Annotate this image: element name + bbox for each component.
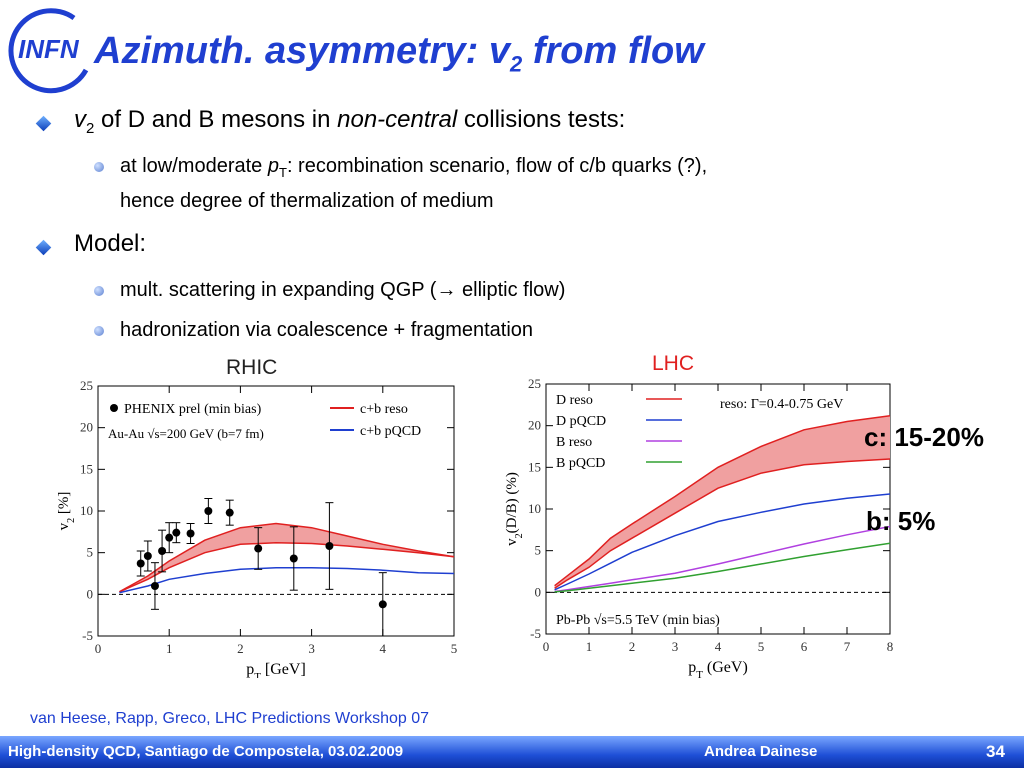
y-tick-label: 10 — [80, 503, 93, 518]
data-point — [325, 542, 334, 550]
legend-data-marker — [110, 404, 118, 412]
data-point — [186, 529, 195, 538]
infn-logo: INFN — [4, 6, 96, 94]
x-tick-label: 1 — [586, 639, 593, 654]
y-tick-label: 15 — [528, 459, 541, 474]
lhc-d-pqcd-line — [554, 493, 891, 591]
lhc-d-reso-band-upper — [554, 414, 891, 587]
x-tick-label: 0 — [543, 639, 550, 654]
y-tick-label: 5 — [535, 543, 542, 558]
lhc-b-reso-line — [554, 525, 891, 593]
x-tick-label: 7 — [844, 639, 851, 654]
x-tick-label: 2 — [237, 641, 244, 656]
page-number: 34 — [986, 742, 1005, 761]
y-axis-label: v2 [%] — [56, 492, 77, 531]
data-point — [254, 544, 263, 553]
y-tick-label: 20 — [528, 418, 541, 433]
data-point — [136, 559, 145, 568]
data-point — [165, 533, 174, 542]
legend-system-label: Au-Au √s=200 GeV (b=7 fm) — [108, 426, 264, 441]
x-tick-label: 0 — [95, 641, 102, 656]
y-tick-label: 5 — [87, 545, 94, 560]
slide-title: Azimuth. asymmetry: v2 from flow — [94, 30, 704, 77]
rhic-reso-band-fill — [119, 523, 455, 592]
y-tick-label: 15 — [80, 461, 93, 476]
x-axis-label: pT (GeV) — [688, 659, 748, 681]
footer-author: Andrea Dainese — [704, 743, 818, 760]
legend-system-label: Pb-Pb √s=5.5 TeV (min bias) — [556, 613, 720, 628]
y-tick-label: 20 — [80, 420, 93, 435]
c-annotation: c: 15-20% — [864, 422, 984, 452]
arrow-right-icon: → — [436, 279, 457, 301]
legend-label: D pQCD — [556, 414, 606, 429]
x-tick-label: 3 — [672, 639, 679, 654]
legend-data-label: PHENIX prel (min bias) — [124, 402, 262, 417]
y-tick-label: 0 — [535, 584, 542, 599]
lhc-d-reso-band-fill — [554, 415, 890, 589]
x-tick-label: 5 — [758, 639, 765, 654]
data-point — [204, 507, 213, 515]
legend-label: B pQCD — [556, 456, 605, 471]
data-point — [225, 508, 234, 517]
y-tick-label: -5 — [82, 628, 93, 643]
x-tick-label: 4 — [715, 639, 722, 654]
data-point — [150, 582, 159, 590]
y-tick-label: 25 — [80, 378, 93, 393]
legend-label: D reso — [556, 393, 593, 408]
x-tick-label: 5 — [451, 641, 458, 656]
rhic-label: RHIC — [226, 356, 278, 379]
lhc-label: LHC — [652, 352, 695, 375]
b-annotation: b: 5% — [866, 506, 936, 536]
x-tick-label: 2 — [629, 639, 636, 654]
data-point — [143, 552, 152, 560]
x-tick-label: 3 — [308, 641, 315, 656]
lhc-b-pqcd-line — [554, 542, 891, 593]
x-tick-label: 6 — [801, 639, 808, 654]
lhc-d-reso-band-lower — [554, 458, 891, 589]
reference: van Heese, Rapp, Greco, LHC Predictions … — [30, 710, 430, 727]
diamond-bullet-icon — [35, 239, 52, 256]
y-tick-label: 10 — [528, 501, 541, 516]
data-point — [289, 554, 298, 563]
y-tick-label: -5 — [530, 626, 541, 641]
rhic-pqcd-line — [119, 566, 455, 594]
round-bullet-icon — [94, 326, 104, 336]
logo-text: INFN — [18, 34, 80, 64]
data-point — [158, 547, 167, 555]
diamond-bullet-icon — [35, 115, 52, 132]
footer-conference: High-density QCD, Santiago de Compostela… — [8, 743, 404, 760]
legend-pqcd-label: c+b pQCD — [360, 424, 421, 439]
round-bullet-icon — [94, 286, 104, 296]
y-axis-label: v2(D/B) (%) — [504, 472, 525, 546]
x-axis-label: pT [GeV] — [246, 661, 306, 678]
x-tick-label: 4 — [380, 641, 387, 656]
legend-label: B reso — [556, 435, 592, 450]
round-bullet-icon — [94, 162, 104, 172]
x-tick-label: 1 — [166, 641, 173, 656]
y-tick-label: 0 — [87, 586, 94, 601]
y-tick-label: 25 — [528, 376, 541, 391]
legend-reso-note: reso: Γ=0.4-0.75 GeV — [720, 397, 843, 412]
footer-bar: High-density QCD, Santiago de Compostela… — [0, 736, 1024, 768]
legend-reso-label: c+b reso — [360, 402, 408, 417]
data-point — [378, 600, 387, 609]
data-point — [172, 528, 181, 537]
x-tick-label: 8 — [887, 639, 894, 654]
